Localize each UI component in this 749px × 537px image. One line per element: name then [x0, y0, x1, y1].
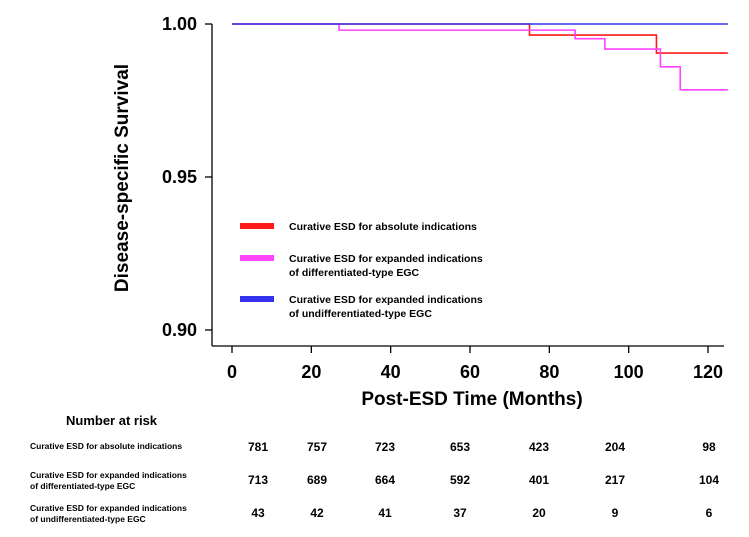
- risk-value-cell: 664: [374, 473, 396, 487]
- risk-value-cell: 42: [310, 506, 324, 520]
- legend-swatch-3: [240, 296, 274, 302]
- risk-row-label-line: of differentiated-type EGC: [30, 481, 136, 491]
- risk-table-row: Curative ESD for expanded indications of …: [30, 470, 730, 498]
- risk-value-cell: 713: [247, 473, 269, 487]
- x-tick-label: 40: [381, 362, 401, 382]
- x-tick-label: 20: [301, 362, 321, 382]
- x-axis-title: Post-ESD Time (Months): [361, 389, 582, 410]
- risk-row-label-line: of undifferentiated-type EGC: [30, 514, 146, 524]
- risk-value-cell: 723: [374, 440, 396, 454]
- risk-value-cell: 781: [247, 440, 269, 454]
- legend-swatch-2: [240, 255, 274, 261]
- risk-value-cell: 423: [528, 440, 550, 454]
- risk-row-label-line: Curative ESD for expanded indications: [30, 470, 187, 480]
- risk-table-title: Number at risk: [66, 413, 158, 428]
- y-tick-label: 0.90: [162, 320, 197, 340]
- risk-row-label-line: Curative ESD for absolute indications: [30, 441, 183, 451]
- risk-value-cell: 43: [251, 506, 265, 520]
- legend-label: Curative ESD for expanded indications: [289, 253, 483, 265]
- legend-label: Curative ESD for absolute indications: [289, 221, 477, 233]
- risk-value-cell: 104: [698, 473, 720, 487]
- legend-swatch-1: [240, 223, 274, 229]
- x-tick-label: 80: [539, 362, 559, 382]
- y-axis-title: Disease-specific Survival: [112, 64, 133, 292]
- y-tick-label: 0.95: [162, 167, 197, 187]
- survival-chart: 1.00 0.95 0.90 0 20 40 60 80 100 120 Curative ESD…: [112, 14, 728, 410]
- risk-value-cell: 757: [306, 440, 328, 454]
- legend-label: of differentiated-type EGC: [289, 267, 420, 279]
- risk-row-label-line: Curative ESD for expanded indications: [30, 503, 187, 513]
- legend: Curative ESD for absolute indications Cur…: [240, 221, 483, 320]
- risk-value-cell: 98: [702, 440, 716, 454]
- x-tick-label: 60: [460, 362, 480, 382]
- series-line-2: [232, 23, 728, 91]
- legend-label: Curative ESD for expanded indications: [289, 294, 483, 306]
- series-group: [232, 23, 728, 91]
- risk-table-row: Curative ESD for expanded indications of …: [30, 503, 730, 531]
- risk-value-cell: 401: [528, 473, 550, 487]
- legend-label: of undifferentiated-type EGC: [289, 308, 432, 320]
- risk-value-cell: 217: [604, 473, 626, 487]
- risk-value-cell: 204: [604, 440, 626, 454]
- x-tick-label: 120: [693, 362, 723, 382]
- risk-value-cell: 689: [306, 473, 328, 487]
- risk-value-cell: 9: [611, 506, 619, 520]
- risk-value-cell: 6: [705, 506, 713, 520]
- risk-row-label: Curative ESD for expanded indications of …: [30, 503, 240, 525]
- risk-row-label: Curative ESD for absolute indications: [30, 441, 240, 452]
- x-tick-label: 100: [614, 362, 644, 382]
- risk-value-cell: 37: [453, 506, 467, 520]
- y-tick-label: 1.00: [162, 14, 197, 34]
- x-tick-label: 0: [227, 362, 237, 382]
- risk-value-cell: 41: [378, 506, 392, 520]
- risk-row-label: Curative ESD for expanded indications of …: [30, 470, 240, 492]
- risk-value-cell: 20: [532, 506, 546, 520]
- risk-value-cell: 592: [449, 473, 471, 487]
- axes: 1.00 0.95 0.90 0 20 40 60 80 100 120: [162, 14, 724, 382]
- risk-value-cell: 653: [449, 440, 471, 454]
- risk-table-row: Curative ESD for absolute indications 781…: [30, 440, 730, 468]
